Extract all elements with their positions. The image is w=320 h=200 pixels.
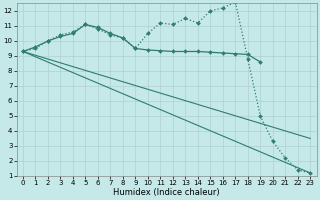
X-axis label: Humidex (Indice chaleur): Humidex (Indice chaleur) xyxy=(113,188,220,197)
